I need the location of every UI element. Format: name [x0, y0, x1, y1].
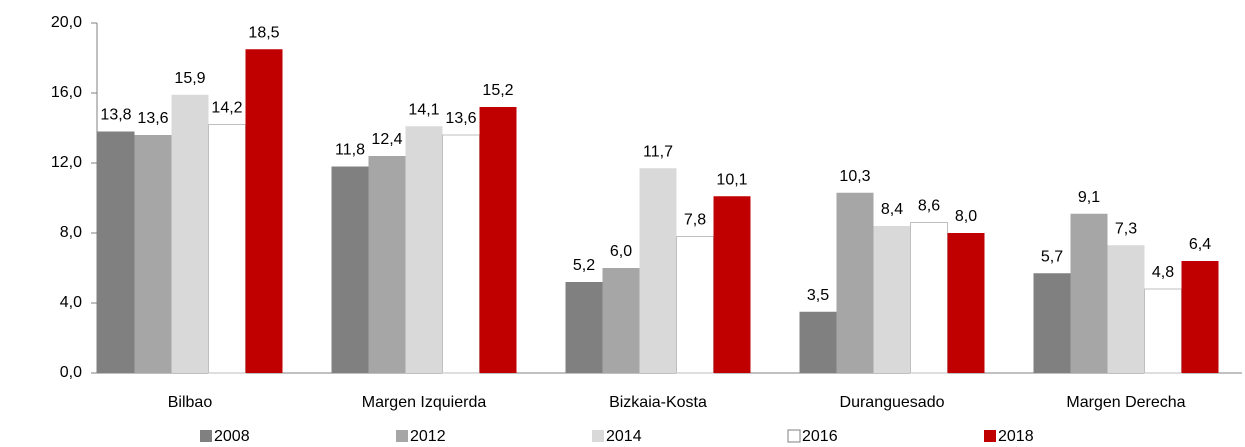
x-tick-label: Duranguesado	[840, 394, 945, 411]
data-label: 8,6	[918, 198, 940, 215]
bar	[947, 233, 985, 373]
bar	[405, 126, 443, 373]
y-tick-label: 0,0	[60, 364, 82, 381]
data-label: 8,0	[955, 208, 977, 225]
legend-label: 2012	[410, 428, 446, 445]
bar	[368, 156, 406, 373]
bar	[799, 311, 837, 373]
bar	[639, 168, 677, 373]
data-label: 18,5	[248, 24, 279, 41]
bar	[1181, 261, 1219, 373]
data-label: 10,1	[716, 171, 747, 188]
data-label: 15,9	[174, 70, 205, 87]
legend-swatch	[984, 430, 996, 442]
y-tick-label: 20,0	[51, 14, 82, 31]
data-label: 15,2	[482, 82, 513, 99]
legend-swatch	[787, 429, 801, 443]
data-label: 9,1	[1078, 189, 1100, 206]
x-tick-label: Bilbao	[168, 394, 213, 411]
legend-label: 2018	[998, 428, 1034, 445]
bar	[171, 94, 209, 373]
legend-swatch	[200, 430, 212, 442]
x-tick-label: Bizkaia-Kosta	[609, 394, 707, 411]
data-label: 8,4	[881, 201, 903, 218]
legend-swatch	[396, 430, 408, 442]
bar	[713, 196, 751, 373]
x-tick-label: Margen Izquierda	[362, 394, 487, 411]
data-label: 11,7	[643, 143, 673, 160]
bar	[442, 134, 480, 374]
bar	[873, 226, 911, 373]
data-label: 13,8	[100, 107, 131, 124]
y-tick-label: 16,0	[51, 84, 82, 101]
bar	[134, 135, 172, 373]
data-label: 14,2	[211, 100, 242, 117]
bar	[1144, 288, 1182, 374]
bar	[910, 222, 948, 374]
y-tick-label: 8,0	[60, 224, 82, 241]
bar	[836, 192, 874, 373]
y-tick-label: 4,0	[60, 294, 82, 311]
y-tick-label: 12,0	[51, 154, 82, 171]
bar	[208, 124, 246, 374]
bar	[602, 268, 640, 373]
legend-label: 2016	[802, 428, 838, 445]
bar	[676, 236, 714, 374]
data-label: 3,5	[807, 287, 829, 304]
data-label: 11,8	[335, 142, 365, 159]
data-label: 6,4	[1189, 236, 1211, 253]
legend-label: 2008	[214, 428, 250, 445]
bar	[245, 49, 283, 373]
data-label: 5,7	[1041, 248, 1063, 265]
data-label: 12,4	[371, 131, 402, 148]
bar	[1107, 245, 1145, 373]
data-label: 13,6	[137, 110, 168, 127]
bar	[565, 282, 603, 373]
x-tick-label: Margen Derecha	[1066, 394, 1185, 411]
bar	[97, 131, 135, 373]
bar	[479, 107, 517, 373]
bar	[331, 166, 369, 373]
data-label: 7,8	[684, 212, 706, 229]
data-label: 7,3	[1115, 220, 1137, 237]
data-label: 5,2	[573, 257, 595, 274]
legend-swatch	[592, 430, 604, 442]
data-label: 10,3	[839, 168, 870, 185]
bar	[1033, 273, 1071, 373]
data-label: 6,0	[610, 243, 632, 260]
data-label: 4,8	[1152, 264, 1174, 281]
data-label: 14,1	[408, 101, 439, 118]
legend-label: 2014	[606, 428, 642, 445]
data-label: 13,6	[445, 110, 476, 127]
bar	[1070, 213, 1108, 373]
